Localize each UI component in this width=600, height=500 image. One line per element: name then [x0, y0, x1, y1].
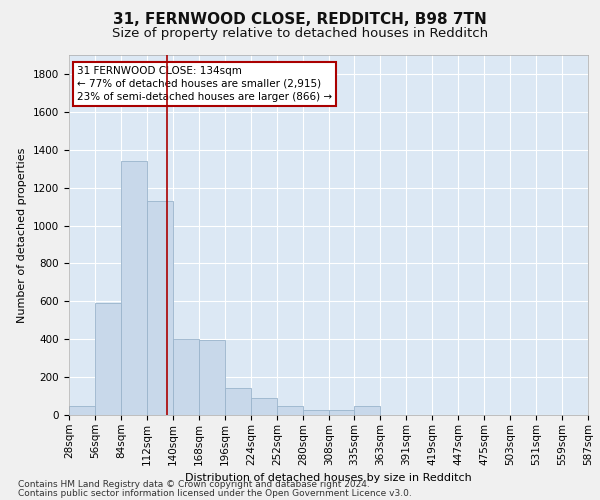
Bar — [95, 303, 121, 415]
Bar — [329, 410, 354, 415]
Text: 31 FERNWOOD CLOSE: 134sqm
← 77% of detached houses are smaller (2,915)
23% of se: 31 FERNWOOD CLOSE: 134sqm ← 77% of detac… — [77, 66, 332, 102]
Bar — [121, 161, 147, 415]
Text: 31, FERNWOOD CLOSE, REDDITCH, B98 7TN: 31, FERNWOOD CLOSE, REDDITCH, B98 7TN — [113, 12, 487, 28]
X-axis label: Distribution of detached houses by size in Redditch: Distribution of detached houses by size … — [185, 473, 472, 483]
Bar — [199, 340, 225, 415]
Text: Contains HM Land Registry data © Crown copyright and database right 2024.: Contains HM Land Registry data © Crown c… — [18, 480, 370, 489]
Bar — [303, 410, 329, 415]
Bar — [173, 339, 199, 415]
Bar — [147, 201, 173, 415]
Text: Contains public sector information licensed under the Open Government Licence v3: Contains public sector information licen… — [18, 488, 412, 498]
Bar — [277, 406, 303, 415]
Y-axis label: Number of detached properties: Number of detached properties — [17, 148, 28, 322]
Text: Size of property relative to detached houses in Redditch: Size of property relative to detached ho… — [112, 28, 488, 40]
Bar — [225, 388, 251, 415]
Bar — [69, 406, 95, 415]
Bar — [251, 398, 277, 415]
Bar — [354, 406, 380, 415]
